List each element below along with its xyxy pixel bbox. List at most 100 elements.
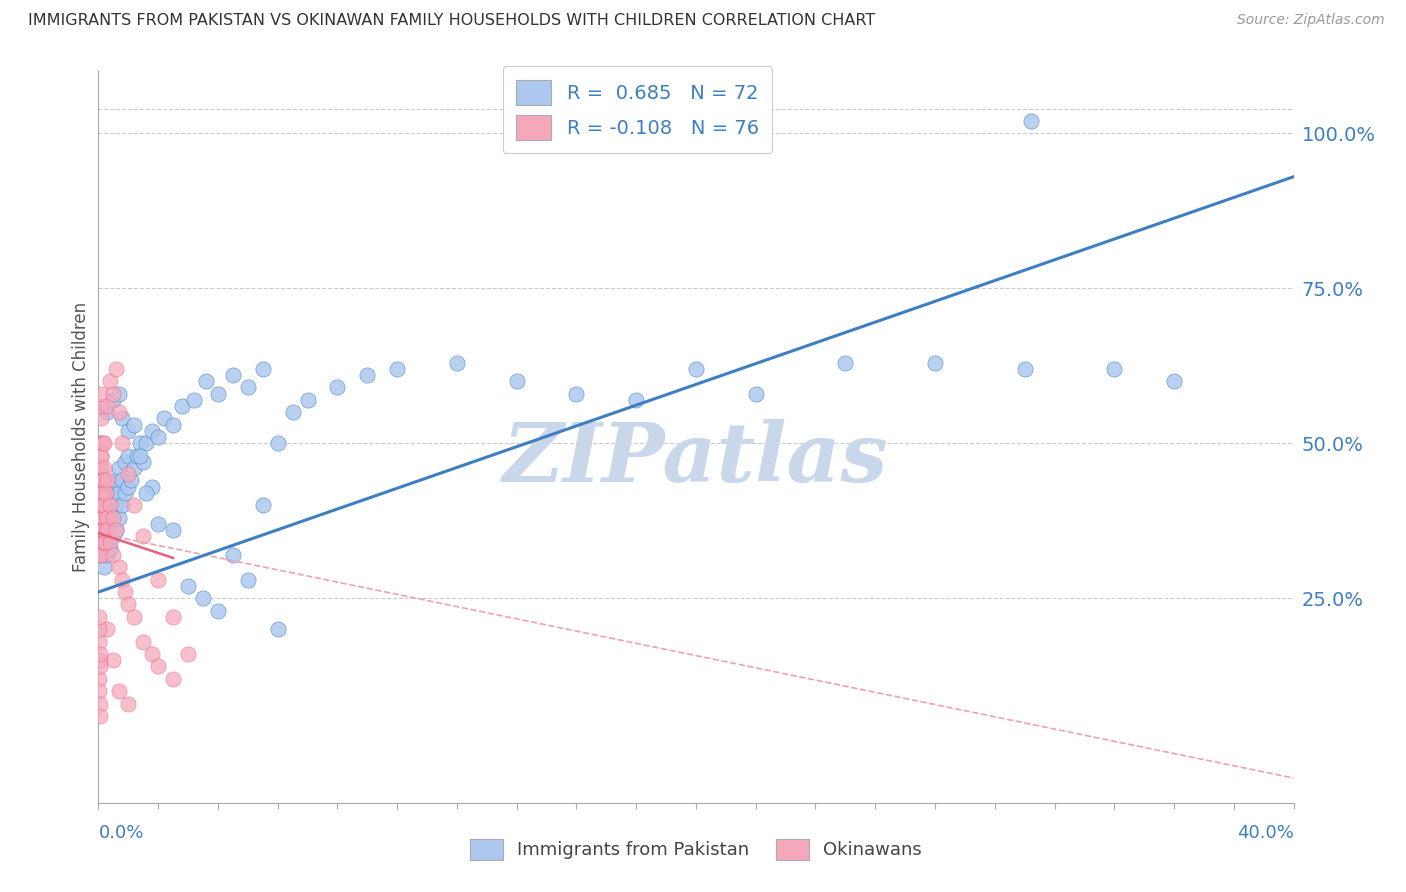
- Point: [141, 647, 163, 661]
- Point: [162, 417, 184, 432]
- Point: [89, 474, 111, 488]
- Point: [114, 585, 136, 599]
- Point: [117, 480, 139, 494]
- Point: [93, 504, 115, 518]
- Text: IMMIGRANTS FROM PAKISTAN VS OKINAWAN FAMILY HOUSEHOLDS WITH CHILDREN CORRELATION: IMMIGRANTS FROM PAKISTAN VS OKINAWAN FAM…: [28, 13, 876, 29]
- Point: [162, 523, 184, 537]
- Point: [626, 392, 648, 407]
- Point: [297, 392, 319, 407]
- Point: [87, 684, 110, 698]
- Point: [117, 424, 139, 438]
- Point: [93, 498, 115, 512]
- Point: [103, 529, 125, 543]
- Point: [103, 548, 125, 562]
- Point: [90, 510, 112, 524]
- Point: [117, 449, 139, 463]
- Point: [105, 362, 128, 376]
- Point: [91, 510, 114, 524]
- Point: [93, 523, 115, 537]
- Point: [148, 659, 170, 673]
- Point: [506, 374, 529, 388]
- Point: [141, 480, 163, 494]
- Point: [90, 474, 112, 488]
- Point: [93, 535, 115, 549]
- Point: [124, 417, 146, 432]
- Point: [148, 516, 170, 531]
- Point: [97, 498, 120, 512]
- Point: [89, 510, 111, 524]
- Point: [326, 380, 349, 394]
- Point: [96, 535, 118, 549]
- Point: [222, 548, 245, 562]
- Y-axis label: Family Households with Children: Family Households with Children: [72, 302, 90, 572]
- Point: [98, 498, 122, 512]
- Point: [91, 498, 114, 512]
- Legend: Immigrants from Pakistan, Okinawans: Immigrants from Pakistan, Okinawans: [463, 831, 929, 867]
- Point: [103, 510, 125, 524]
- Point: [91, 523, 114, 537]
- Point: [89, 535, 111, 549]
- Point: [96, 399, 118, 413]
- Point: [90, 399, 112, 413]
- Point: [153, 411, 176, 425]
- Point: [129, 436, 152, 450]
- Point: [89, 647, 111, 661]
- Point: [141, 424, 163, 438]
- Point: [162, 672, 184, 686]
- Point: [94, 535, 117, 549]
- Point: [93, 436, 115, 450]
- Point: [177, 647, 200, 661]
- Point: [90, 535, 112, 549]
- Point: [89, 610, 111, 624]
- Point: [111, 498, 134, 512]
- Point: [89, 523, 111, 537]
- Point: [195, 374, 218, 388]
- Point: [103, 653, 125, 667]
- Point: [96, 548, 118, 562]
- Point: [90, 411, 112, 425]
- Point: [148, 430, 170, 444]
- Point: [120, 474, 142, 488]
- Point: [236, 573, 259, 587]
- Point: [96, 510, 118, 524]
- Point: [252, 362, 274, 376]
- Point: [98, 516, 122, 531]
- Point: [96, 523, 118, 537]
- Point: [1104, 362, 1126, 376]
- Point: [124, 610, 146, 624]
- Point: [89, 486, 111, 500]
- Point: [91, 516, 114, 531]
- Point: [89, 548, 111, 562]
- Point: [90, 510, 112, 524]
- Point: [565, 386, 588, 401]
- Point: [191, 591, 214, 606]
- Point: [89, 672, 111, 686]
- Point: [98, 529, 122, 543]
- Point: [89, 523, 111, 537]
- Point: [132, 455, 155, 469]
- Point: [114, 486, 136, 500]
- Point: [90, 498, 112, 512]
- Point: [90, 449, 112, 463]
- Point: [207, 604, 229, 618]
- Point: [114, 455, 136, 469]
- Point: [252, 498, 274, 512]
- Point: [96, 622, 118, 636]
- Point: [177, 579, 200, 593]
- Point: [103, 491, 125, 506]
- Point: [90, 436, 112, 450]
- Point: [111, 474, 134, 488]
- Point: [90, 386, 112, 401]
- Point: [89, 697, 111, 711]
- Point: [117, 467, 139, 482]
- Point: [108, 510, 131, 524]
- Point: [91, 474, 114, 488]
- Point: [207, 386, 229, 401]
- Point: [96, 474, 118, 488]
- Point: [90, 474, 112, 488]
- Point: [132, 634, 155, 648]
- Text: 0.0%: 0.0%: [98, 824, 143, 843]
- Point: [90, 486, 112, 500]
- Point: [1019, 114, 1042, 128]
- Point: [1014, 362, 1036, 376]
